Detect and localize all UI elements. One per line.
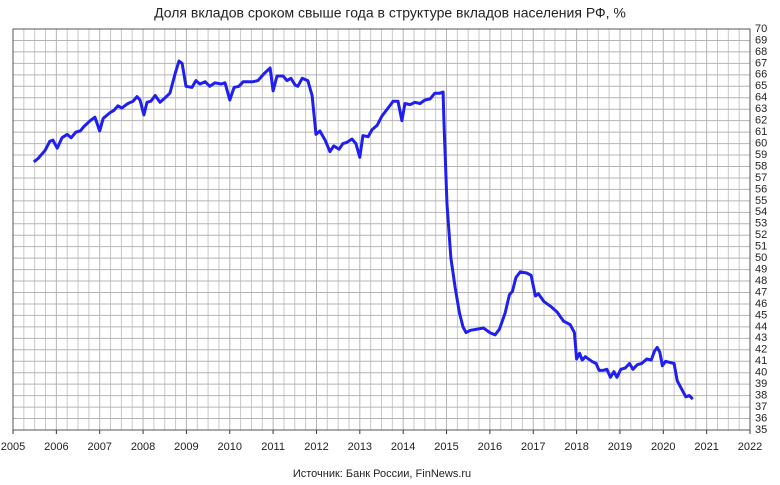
x-tick-label: 2005	[1, 441, 25, 453]
plot-frame	[12, 28, 751, 431]
y-tick-label: 60	[755, 137, 767, 149]
x-tick-label: 2018	[564, 441, 588, 453]
y-tick-label: 61	[755, 126, 767, 138]
x-tick-label: 2019	[608, 441, 632, 453]
y-tick-label: 68	[755, 46, 767, 58]
y-tick-label: 45	[755, 309, 767, 321]
y-tick-label: 46	[755, 298, 767, 310]
y-tick-label: 35	[755, 424, 767, 436]
y-tick-label: 53	[755, 218, 767, 230]
y-tick-label: 63	[755, 103, 767, 115]
x-tick-label: 2007	[87, 441, 111, 453]
y-tick-label: 52	[755, 229, 767, 241]
x-tick-label: 2016	[478, 441, 502, 453]
y-tick-label: 62	[755, 115, 767, 127]
chart-title: Доля вкладов сроком свыше года в структу…	[154, 5, 626, 21]
y-tick-label: 38	[755, 390, 767, 402]
y-tick-label: 48	[755, 275, 767, 287]
y-tick-label: 70	[755, 23, 767, 35]
y-tick-label: 44	[755, 321, 767, 333]
x-tick-label: 2021	[694, 441, 718, 453]
y-tick-label: 54	[755, 206, 767, 218]
y-tick-label: 69	[755, 34, 767, 46]
x-tick-label: 2015	[434, 441, 458, 453]
x-tick-label: 2011	[261, 441, 285, 453]
x-tick-label: 2020	[651, 441, 675, 453]
source-note: Источник: Банк России, FinNews.ru	[293, 468, 471, 480]
x-tick-label: 2009	[174, 441, 198, 453]
data-line	[32, 59, 694, 401]
x-tick-label: 2014	[391, 441, 415, 453]
y-tick-label: 67	[755, 57, 767, 69]
y-tick-label: 66	[755, 69, 767, 81]
y-tick-label: 58	[755, 160, 767, 172]
y-tick-label: 50	[755, 252, 767, 264]
x-tick-label: 2006	[44, 441, 68, 453]
y-tick-label: 42	[755, 344, 767, 356]
x-tick-label: 2013	[348, 441, 372, 453]
y-tick-label: 51	[755, 241, 767, 253]
y-tick-label: 41	[755, 355, 767, 367]
x-tick-label: 2010	[218, 441, 242, 453]
x-tick-label: 2008	[131, 441, 155, 453]
y-tick-label: 64	[755, 92, 767, 104]
y-tick-label: 37	[755, 401, 767, 413]
y-tick-label: 43	[755, 332, 767, 344]
y-tick-label: 40	[755, 367, 767, 379]
y-tick-label: 59	[755, 149, 767, 161]
y-tick-label: 47	[755, 286, 767, 298]
y-tick-label: 36	[755, 412, 767, 424]
y-tick-label: 39	[755, 378, 767, 390]
y-tick-label: 56	[755, 183, 767, 195]
x-tick-label: 2012	[304, 441, 328, 453]
x-tick-label: 2017	[521, 441, 545, 453]
y-tick-label: 55	[755, 195, 767, 207]
x-tick-label: 2022	[738, 441, 762, 453]
y-tick-label: 49	[755, 264, 767, 276]
y-tick-label: 57	[755, 172, 767, 184]
y-tick-label: 65	[755, 80, 767, 92]
